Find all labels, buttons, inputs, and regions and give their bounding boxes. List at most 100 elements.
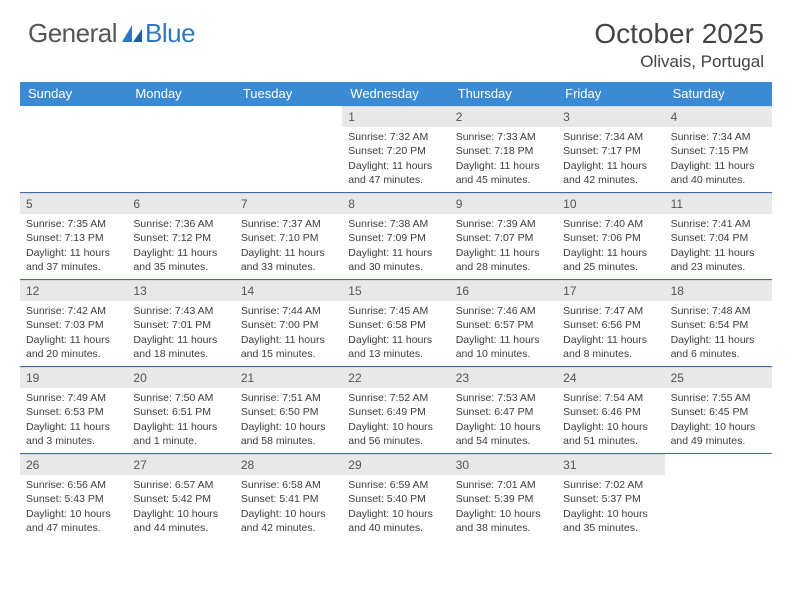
sunset-text: Sunset: 5:43 PM [26, 492, 121, 506]
daylight-line2: and 8 minutes. [563, 347, 658, 361]
daylight-line2: and 28 minutes. [456, 260, 551, 274]
day-empty: . [235, 106, 342, 192]
daylight-line1: Daylight: 11 hours [133, 333, 228, 347]
day-body: Sunrise: 6:56 AMSunset: 5:43 PMDaylight:… [20, 475, 127, 539]
daylight-line1: Daylight: 11 hours [348, 159, 443, 173]
title-block: October 2025 Olivais, Portugal [594, 18, 764, 72]
daylight-line2: and 20 minutes. [26, 347, 121, 361]
brand-part1: General [28, 18, 117, 49]
sunset-text: Sunset: 7:01 PM [133, 318, 228, 332]
daylight-line2: and 40 minutes. [671, 173, 766, 187]
daylight-line2: and 1 minute. [133, 434, 228, 448]
sunrise-text: Sunrise: 6:56 AM [26, 478, 121, 492]
daylight-line2: and 35 minutes. [563, 521, 658, 535]
day-15: 15Sunrise: 7:45 AMSunset: 6:58 PMDayligh… [342, 280, 449, 366]
week-row: 12Sunrise: 7:42 AMSunset: 7:03 PMDayligh… [20, 280, 772, 367]
sunset-text: Sunset: 6:50 PM [241, 405, 336, 419]
sunset-text: Sunset: 7:00 PM [241, 318, 336, 332]
day-2: 2Sunrise: 7:33 AMSunset: 7:18 PMDaylight… [450, 106, 557, 192]
day-body: Sunrise: 7:45 AMSunset: 6:58 PMDaylight:… [342, 301, 449, 365]
day-number: 31 [557, 454, 664, 475]
sunrise-text: Sunrise: 7:39 AM [456, 217, 551, 231]
day-7: 7Sunrise: 7:37 AMSunset: 7:10 PMDaylight… [235, 193, 342, 279]
day-body: Sunrise: 7:42 AMSunset: 7:03 PMDaylight:… [20, 301, 127, 365]
daylight-line1: Daylight: 11 hours [456, 333, 551, 347]
daylight-line2: and 42 minutes. [563, 173, 658, 187]
day-number: 29 [342, 454, 449, 475]
week-row: ...1Sunrise: 7:32 AMSunset: 7:20 PMDayli… [20, 106, 772, 193]
day-26: 26Sunrise: 6:56 AMSunset: 5:43 PMDayligh… [20, 454, 127, 540]
day-number: 15 [342, 280, 449, 301]
sunset-text: Sunset: 6:49 PM [348, 405, 443, 419]
day-18: 18Sunrise: 7:48 AMSunset: 6:54 PMDayligh… [665, 280, 772, 366]
daylight-line2: and 6 minutes. [671, 347, 766, 361]
day-body: Sunrise: 7:02 AMSunset: 5:37 PMDaylight:… [557, 475, 664, 539]
daylight-line1: Daylight: 11 hours [348, 333, 443, 347]
day-body: Sunrise: 7:51 AMSunset: 6:50 PMDaylight:… [235, 388, 342, 452]
daylight-line1: Daylight: 10 hours [133, 507, 228, 521]
day-10: 10Sunrise: 7:40 AMSunset: 7:06 PMDayligh… [557, 193, 664, 279]
daylight-line2: and 49 minutes. [671, 434, 766, 448]
day-19: 19Sunrise: 7:49 AMSunset: 6:53 PMDayligh… [20, 367, 127, 453]
day-14: 14Sunrise: 7:44 AMSunset: 7:00 PMDayligh… [235, 280, 342, 366]
day-29: 29Sunrise: 6:59 AMSunset: 5:40 PMDayligh… [342, 454, 449, 540]
daylight-line2: and 25 minutes. [563, 260, 658, 274]
day-number: 12 [20, 280, 127, 301]
daylight-line2: and 23 minutes. [671, 260, 766, 274]
day-25: 25Sunrise: 7:55 AMSunset: 6:45 PMDayligh… [665, 367, 772, 453]
brand-part2: Blue [145, 18, 195, 49]
daylight-line2: and 33 minutes. [241, 260, 336, 274]
day-body: Sunrise: 7:48 AMSunset: 6:54 PMDaylight:… [665, 301, 772, 365]
day-number: 22 [342, 367, 449, 388]
day-24: 24Sunrise: 7:54 AMSunset: 6:46 PMDayligh… [557, 367, 664, 453]
sunset-text: Sunset: 7:13 PM [26, 231, 121, 245]
sunrise-text: Sunrise: 7:34 AM [563, 130, 658, 144]
week-row: 19Sunrise: 7:49 AMSunset: 6:53 PMDayligh… [20, 367, 772, 454]
sunset-text: Sunset: 5:40 PM [348, 492, 443, 506]
daylight-line2: and 44 minutes. [133, 521, 228, 535]
day-number: 4 [665, 106, 772, 127]
daylight-line1: Daylight: 10 hours [26, 507, 121, 521]
daylight-line1: Daylight: 11 hours [563, 159, 658, 173]
sunset-text: Sunset: 5:37 PM [563, 492, 658, 506]
day-30: 30Sunrise: 7:01 AMSunset: 5:39 PMDayligh… [450, 454, 557, 540]
daylight-line1: Daylight: 11 hours [241, 333, 336, 347]
day-number: 2 [450, 106, 557, 127]
day-body: Sunrise: 7:41 AMSunset: 7:04 PMDaylight:… [665, 214, 772, 278]
day-body: Sunrise: 7:52 AMSunset: 6:49 PMDaylight:… [342, 388, 449, 452]
sunset-text: Sunset: 6:56 PM [563, 318, 658, 332]
day-number: 27 [127, 454, 234, 475]
day-1: 1Sunrise: 7:32 AMSunset: 7:20 PMDaylight… [342, 106, 449, 192]
weeks-container: ...1Sunrise: 7:32 AMSunset: 7:20 PMDayli… [20, 106, 772, 540]
daylight-line2: and 45 minutes. [456, 173, 551, 187]
dow-monday: Monday [127, 82, 234, 106]
sunset-text: Sunset: 7:10 PM [241, 231, 336, 245]
sunset-text: Sunset: 6:46 PM [563, 405, 658, 419]
daylight-line1: Daylight: 11 hours [241, 246, 336, 260]
dow-sunday: Sunday [20, 82, 127, 106]
day-body: Sunrise: 7:35 AMSunset: 7:13 PMDaylight:… [20, 214, 127, 278]
day-number: 21 [235, 367, 342, 388]
daylight-line2: and 51 minutes. [563, 434, 658, 448]
day-13: 13Sunrise: 7:43 AMSunset: 7:01 PMDayligh… [127, 280, 234, 366]
daylight-line2: and 3 minutes. [26, 434, 121, 448]
daylight-line1: Daylight: 10 hours [456, 507, 551, 521]
daylight-line2: and 37 minutes. [26, 260, 121, 274]
daylight-line2: and 15 minutes. [241, 347, 336, 361]
day-number: 23 [450, 367, 557, 388]
sunset-text: Sunset: 6:51 PM [133, 405, 228, 419]
daylight-line1: Daylight: 11 hours [563, 246, 658, 260]
week-row: 5Sunrise: 7:35 AMSunset: 7:13 PMDaylight… [20, 193, 772, 280]
daylight-line2: and 13 minutes. [348, 347, 443, 361]
daylight-line1: Daylight: 11 hours [133, 420, 228, 434]
sunset-text: Sunset: 7:18 PM [456, 144, 551, 158]
sunrise-text: Sunrise: 7:37 AM [241, 217, 336, 231]
day-number: 6 [127, 193, 234, 214]
day-number: 11 [665, 193, 772, 214]
day-number: 8 [342, 193, 449, 214]
brand-logo: General Blue [28, 18, 195, 49]
day-body: Sunrise: 7:49 AMSunset: 6:53 PMDaylight:… [20, 388, 127, 452]
day-27: 27Sunrise: 6:57 AMSunset: 5:42 PMDayligh… [127, 454, 234, 540]
day-body: Sunrise: 7:50 AMSunset: 6:51 PMDaylight:… [127, 388, 234, 452]
day-number: 30 [450, 454, 557, 475]
